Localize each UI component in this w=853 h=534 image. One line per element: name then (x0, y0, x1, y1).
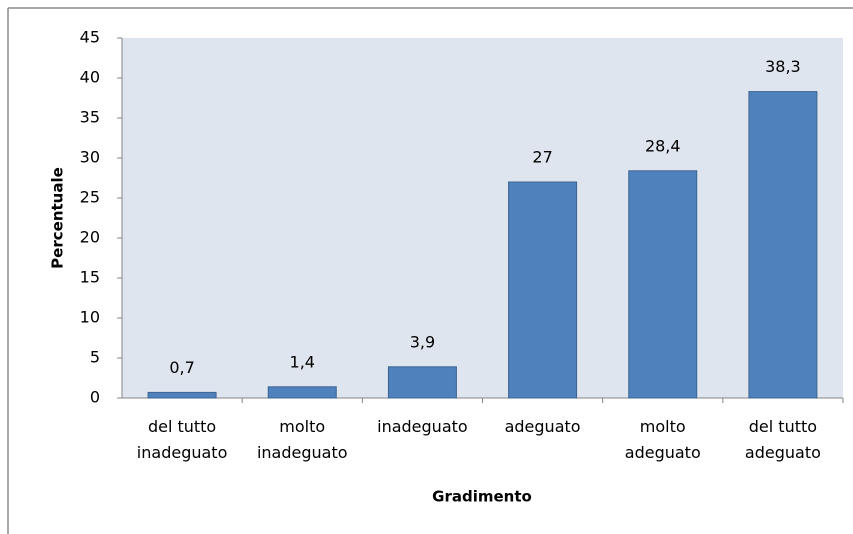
data-label: 27 (532, 148, 552, 167)
bar (508, 181, 578, 399)
bar (628, 170, 698, 399)
x-tick-label: molto adeguato (624, 417, 701, 462)
bar (147, 391, 217, 399)
y-tick-label: 0 (90, 388, 100, 407)
plot-area (122, 38, 843, 398)
x-tick-label: adeguato (504, 417, 581, 436)
y-tick-label: 25 (80, 188, 100, 207)
data-label: 0,7 (169, 358, 194, 377)
data-label: 3,9 (410, 332, 435, 351)
y-tick-label: 15 (80, 268, 100, 287)
bar (748, 91, 818, 399)
x-axis-title: Gradimento (432, 488, 532, 506)
y-tick-label: 20 (80, 228, 100, 247)
bar (267, 386, 337, 399)
y-tick-label: 5 (90, 348, 100, 367)
y-axis-title: Percentuale (49, 167, 67, 269)
x-tick-label: del tutto adeguato (744, 417, 821, 462)
y-tick-label: 35 (80, 108, 100, 127)
y-tick-label: 40 (80, 68, 100, 87)
x-tick-label: del tutto inadeguato (136, 417, 228, 462)
y-tick-label: 10 (80, 308, 100, 327)
x-tick-label: inadeguato (377, 417, 468, 436)
bar (387, 366, 457, 399)
data-label: 1,4 (290, 352, 315, 371)
data-label: 38,3 (765, 57, 801, 76)
data-label: 28,4 (645, 136, 681, 155)
y-tick-label: 30 (80, 148, 100, 167)
y-tick-label: 45 (80, 28, 100, 47)
x-tick-label: molto inadeguato (256, 417, 348, 462)
